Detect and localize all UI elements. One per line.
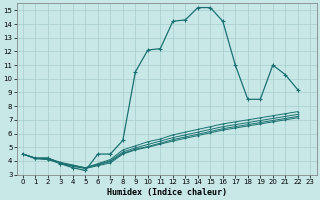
X-axis label: Humidex (Indice chaleur): Humidex (Indice chaleur): [107, 188, 227, 197]
